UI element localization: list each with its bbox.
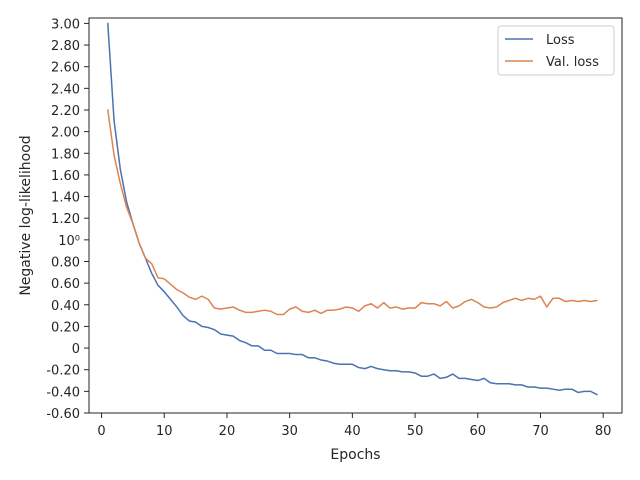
y-tick-label: 2.40	[51, 82, 80, 97]
y-tick-label: 2.80	[51, 39, 80, 54]
y-tick-label: 0.20	[51, 320, 80, 335]
y-tick-label: 0.80	[51, 255, 80, 270]
y-tick-label: 0	[72, 342, 80, 357]
y-tick-label: 1.80	[51, 147, 80, 162]
plot-area	[89, 18, 622, 413]
y-tick-label: 2.20	[51, 104, 80, 119]
y-tick-label: 0.60	[51, 277, 80, 292]
y-tick-label: 1.60	[51, 169, 80, 184]
y-tick-label: 1.40	[51, 191, 80, 206]
y-tick-label: 3.00	[51, 17, 80, 32]
series-layer	[107, 22, 598, 396]
y-tick-label: 1.20	[51, 212, 80, 227]
y-tick-label: 0.40	[51, 299, 80, 314]
x-axis: 0 10 20 30 40 50 60 70 80	[97, 413, 611, 439]
legend-label-0: Loss	[546, 33, 575, 48]
x-tick-label: 30	[281, 424, 298, 439]
y-tick-label: 2.60	[51, 61, 80, 76]
x-tick-label: 10	[156, 424, 173, 439]
y-tick-label: 2.00	[51, 126, 80, 141]
x-tick-label: 60	[470, 424, 487, 439]
x-axis-label: Epochs	[330, 447, 380, 463]
y-tick-label: -0.20	[46, 364, 80, 379]
y-tick-label: -0.40	[46, 385, 80, 400]
plot-frame	[88, 17, 623, 414]
x-tick-label: 0	[97, 424, 105, 439]
x-tick-label: 50	[407, 424, 424, 439]
series-line-1	[107, 109, 598, 316]
y-axis-label: Negative log-likelihood	[18, 135, 34, 295]
legend: Loss Val. loss	[497, 25, 615, 76]
legend-label-1: Val. loss	[546, 55, 599, 70]
x-tick-label: 40	[344, 424, 361, 439]
x-tick-label: 70	[532, 424, 549, 439]
series-line-0	[107, 22, 598, 396]
x-tick-label: 80	[595, 424, 612, 439]
y-axis: -0.60 -0.40 -0.20 0 0.20 0.40 0.60 0.80 10⁰ 1.20 1…	[46, 17, 89, 422]
y-tick-label: 10⁰	[58, 234, 80, 249]
y-tick-label: -0.60	[46, 407, 80, 422]
x-tick-label: 20	[219, 424, 236, 439]
